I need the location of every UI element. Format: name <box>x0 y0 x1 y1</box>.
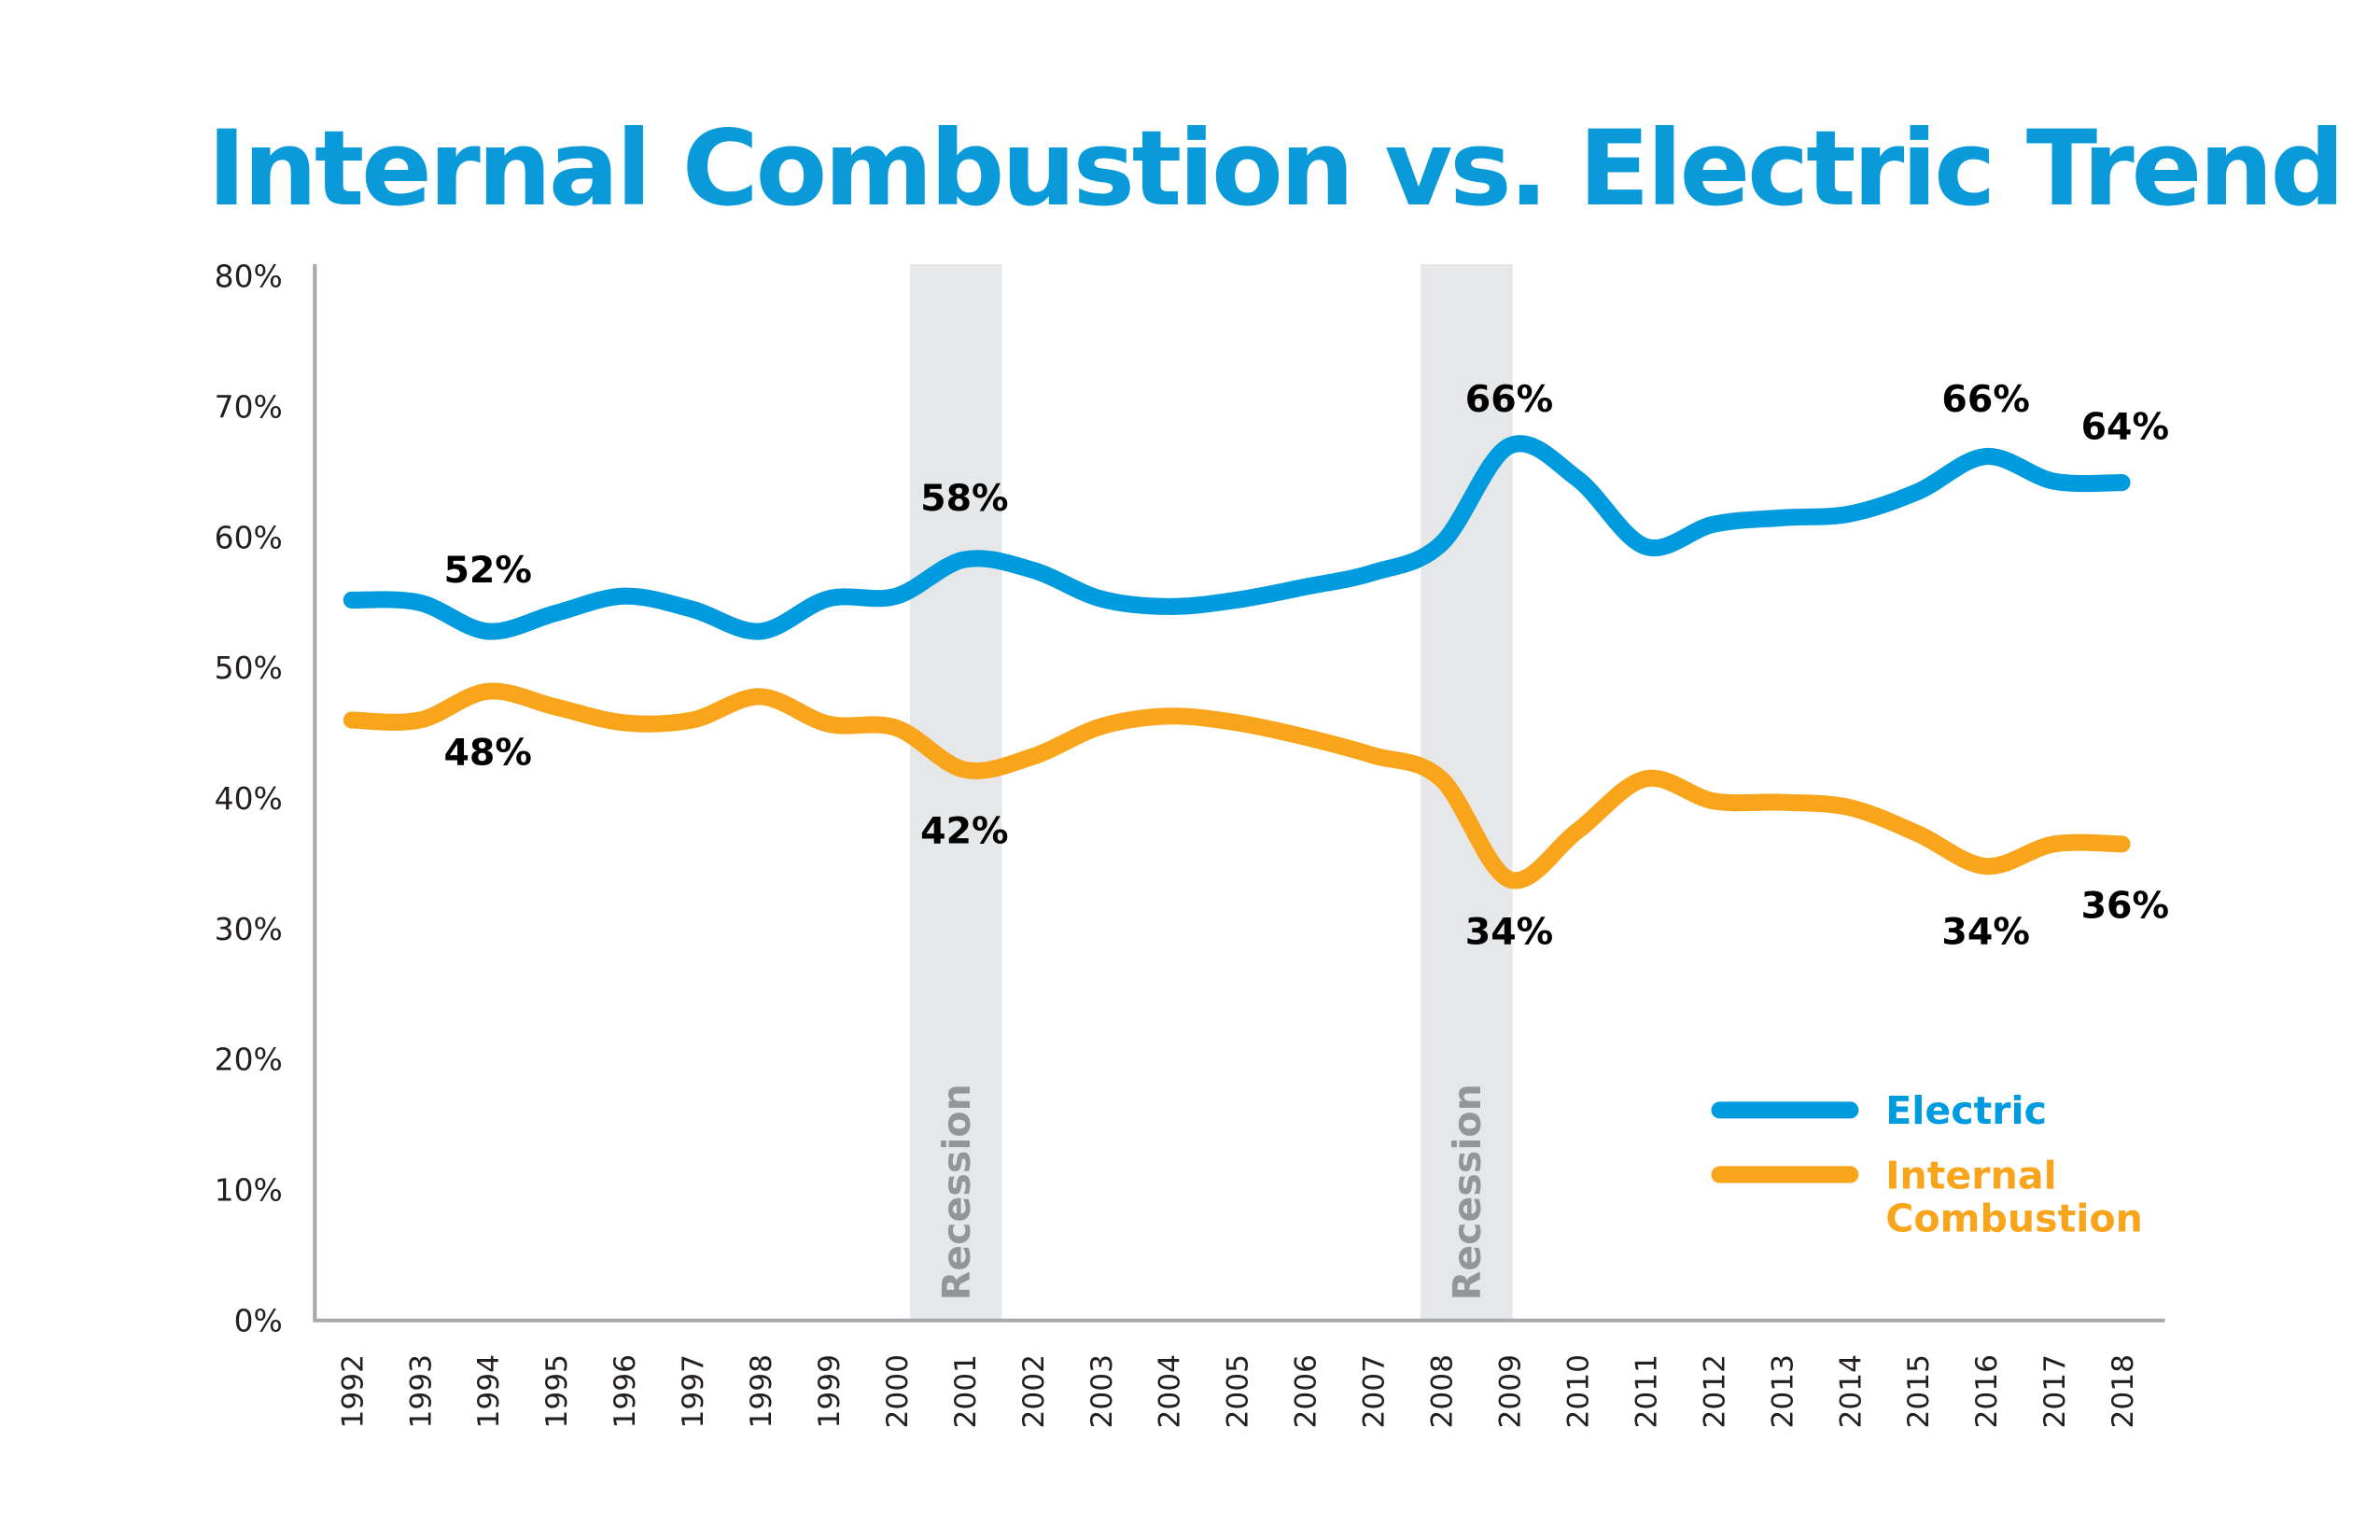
legend-label-electric: Electric <box>1885 1088 2047 1133</box>
x-tick-label: 2008 <box>1426 1354 1460 1429</box>
y-tick-label: 50% <box>215 650 283 686</box>
x-tick-label: 2005 <box>1222 1354 1255 1429</box>
x-tick-label: 2006 <box>1290 1354 1323 1429</box>
data-label: 64% <box>2081 405 2169 448</box>
x-tick-label: 2010 <box>1561 1354 1595 1429</box>
x-tick-label: 1992 <box>336 1354 370 1429</box>
data-label: 58% <box>920 477 1008 520</box>
x-tick-label: 2003 <box>1085 1354 1119 1429</box>
y-tick-label: 80% <box>215 259 283 295</box>
legend-label-line-2: Combustion <box>1885 1196 2143 1240</box>
recession-bands: Recession Recession <box>910 263 1513 1321</box>
data-label: 36% <box>2081 885 2169 928</box>
data-label: 52% <box>443 549 531 592</box>
x-tick-label: 2004 <box>1154 1354 1187 1429</box>
chart-title: Internal Combustion vs. Electric Trend <box>207 108 2342 230</box>
series-line-internal-combustion <box>343 682 2131 889</box>
y-tick-label: 0% <box>234 1302 283 1338</box>
data-label: 42% <box>920 810 1008 853</box>
x-tick-label: 1995 <box>540 1354 574 1429</box>
data-label: 66% <box>1465 378 1553 421</box>
y-tick-label: 10% <box>215 1171 283 1208</box>
data-label: 34% <box>1465 911 1553 954</box>
x-tick-label: 2015 <box>1902 1354 1936 1429</box>
series-line-electric <box>343 435 2131 640</box>
legend-label-internal-combustion: Internal Combustion <box>1885 1153 2143 1240</box>
y-tick-label: 60% <box>215 519 283 555</box>
x-tick-label: 2007 <box>1358 1354 1392 1429</box>
recession-label: Recession <box>934 1084 979 1300</box>
data-label: 34% <box>1941 911 2029 954</box>
x-tick-label: 2012 <box>1698 1354 1731 1429</box>
x-tick-label: 2016 <box>1970 1354 2004 1429</box>
y-tick-label: 40% <box>215 780 283 817</box>
data-label: 66% <box>1941 378 2029 421</box>
x-tick-label: 2001 <box>949 1354 983 1429</box>
data-labels: 52% 48% 58% 42% 66% 34% 66% 34% 64% 36% <box>443 378 2169 954</box>
y-tick-label: 20% <box>215 1042 283 1078</box>
recession-band <box>910 263 1002 1321</box>
x-tick-label: 1998 <box>745 1354 778 1429</box>
axes <box>313 263 2165 1323</box>
recession-band <box>1421 263 1513 1321</box>
x-tick-label: 1997 <box>677 1354 710 1429</box>
x-tick-label: 2017 <box>2038 1354 2072 1429</box>
x-tick-label: 2013 <box>1766 1354 1799 1429</box>
x-tick-label: 2009 <box>1493 1354 1527 1429</box>
x-tick-label: 2002 <box>1017 1354 1051 1429</box>
x-tick-label: 1993 <box>404 1354 438 1429</box>
legend: Electric Internal Combustion <box>1711 1088 2143 1240</box>
x-tick-label: 2014 <box>1834 1354 1868 1429</box>
y-tick-label: 70% <box>215 388 283 425</box>
recession-label: Recession <box>1445 1084 1490 1300</box>
data-label: 48% <box>443 732 531 775</box>
x-tick-label: 1996 <box>609 1354 642 1429</box>
x-tick-label: 2018 <box>2107 1354 2140 1429</box>
x-tick-label: 1999 <box>813 1354 847 1429</box>
y-tick-label: 30% <box>215 911 283 947</box>
x-tick-label: 1994 <box>472 1354 506 1429</box>
x-tick-label: 2011 <box>1630 1354 1663 1429</box>
y-tick-labels: 0% 10% 20% 30% 40% 50% 60% 70% 80% <box>215 259 283 1339</box>
x-tick-labels: 1992 1993 1994 1995 1996 1997 1998 1999 2000 2001… <box>336 1354 2140 1429</box>
series-lines <box>343 435 2131 889</box>
x-tick-label: 2000 <box>881 1354 915 1429</box>
legend-label-line-1: Internal <box>1885 1153 2056 1197</box>
